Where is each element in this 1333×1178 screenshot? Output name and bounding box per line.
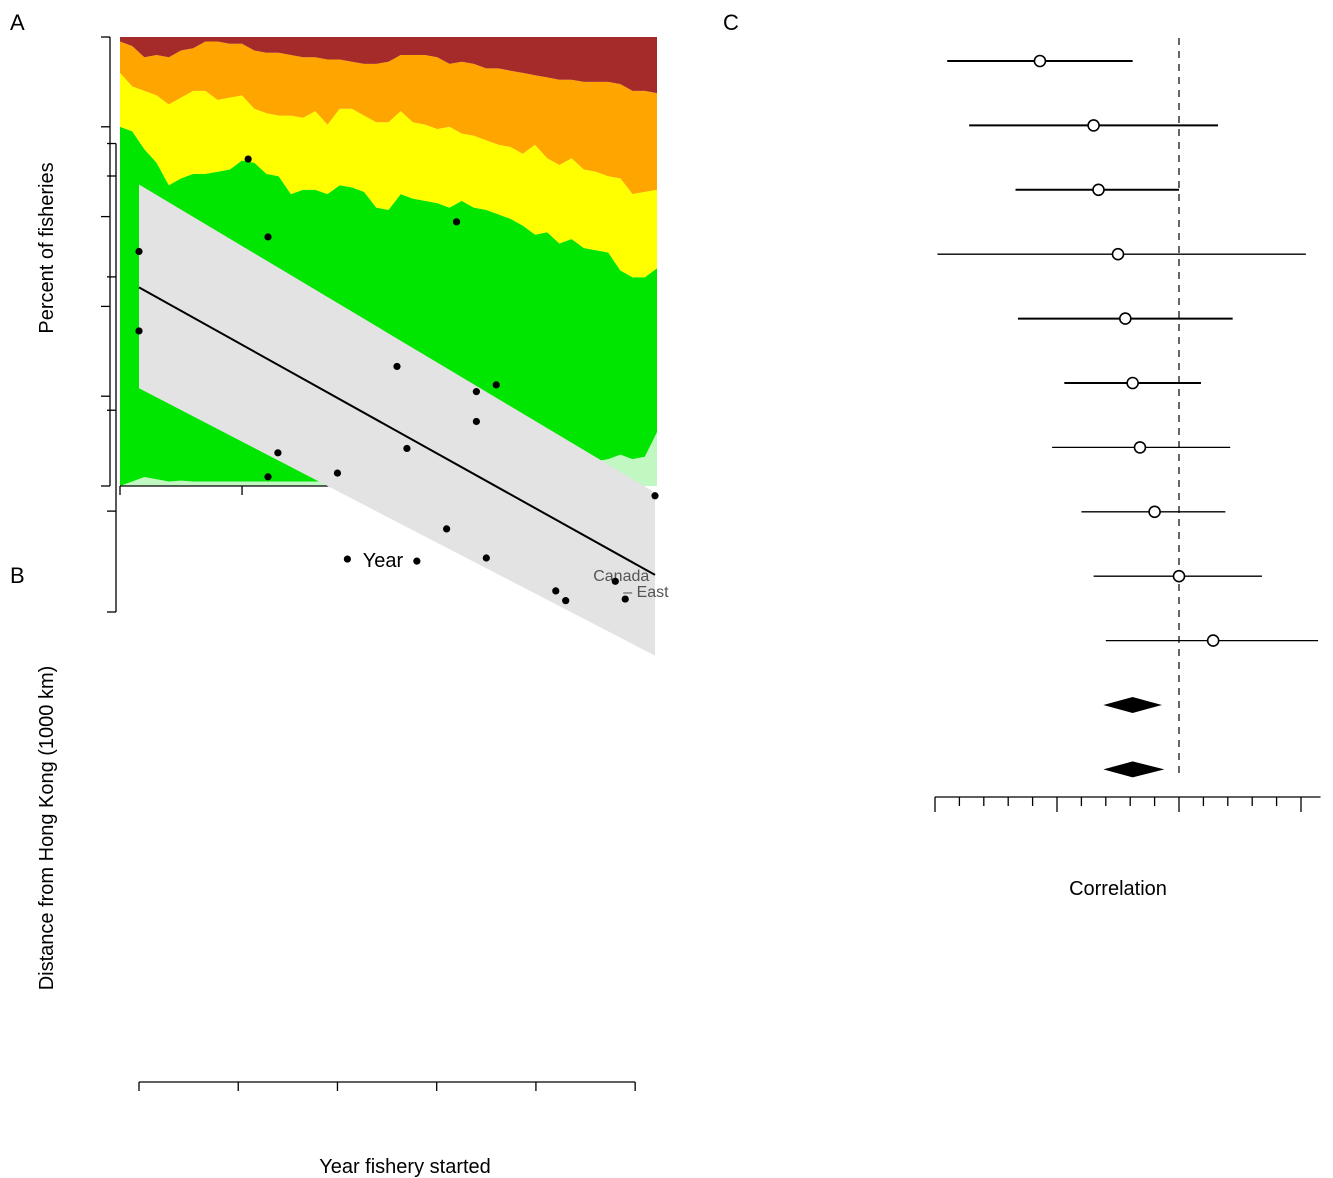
y-axis-title: Percent of fisheries <box>36 162 58 333</box>
data-point <box>264 473 272 481</box>
area-band-5 <box>120 37 657 94</box>
data-point <box>413 557 421 565</box>
area-band-3 <box>120 72 657 278</box>
data-point <box>443 525 451 533</box>
area-band-4 <box>120 41 657 195</box>
estimate-point <box>1092 183 1105 197</box>
estimate-point <box>1111 247 1125 261</box>
estimate-point <box>1119 312 1132 325</box>
panel-c-letter: C <box>723 10 739 35</box>
data-point <box>482 554 490 562</box>
estimate-point <box>1033 54 1047 68</box>
regression-line <box>138 286 656 576</box>
data-point <box>611 577 619 585</box>
point-label: Canada – East <box>593 568 669 601</box>
data-points: Canada – East <box>135 155 669 605</box>
panel-a: A Year Percent of fisheries <box>10 10 657 572</box>
y-axis <box>101 36 111 487</box>
x-axis <box>934 796 1321 812</box>
stacked-areas <box>120 37 657 487</box>
estimate-point <box>1148 505 1161 519</box>
data-point <box>333 469 342 477</box>
summary-diamond <box>1103 697 1162 713</box>
data-point <box>135 247 143 256</box>
confidence-band <box>139 184 655 656</box>
estimate-point <box>1133 441 1147 454</box>
x-axis-title: Year <box>363 550 404 572</box>
panel-b-letter: B <box>10 563 25 588</box>
estimate-point <box>1087 119 1100 132</box>
data-point <box>651 492 659 500</box>
data-point <box>452 218 461 226</box>
estimate-point <box>1126 376 1139 390</box>
data-point <box>492 381 500 389</box>
y-axis <box>107 142 117 613</box>
data-point <box>244 155 252 163</box>
data-point <box>562 597 570 605</box>
data-point <box>264 233 272 241</box>
data-point <box>621 595 629 603</box>
estimate-point <box>1206 634 1220 647</box>
data-point <box>393 362 401 371</box>
data-point <box>472 388 480 396</box>
x-axis-title: Year fishery started <box>319 1156 491 1178</box>
point-label-line-2: – East <box>623 584 669 601</box>
x-axis-title: Correlation <box>1069 878 1167 900</box>
data-point <box>274 449 282 457</box>
panel-a-letter: A <box>10 10 25 35</box>
point-label-line-1: Canada <box>593 568 649 585</box>
estimate-point <box>1172 569 1186 583</box>
data-point <box>135 327 143 335</box>
x-axis <box>138 1081 636 1091</box>
data-point <box>472 417 480 426</box>
data-point <box>403 444 411 453</box>
y-axis-title: Distance from Hong Kong (1000 km) <box>36 666 58 991</box>
forest-rows <box>937 54 1319 778</box>
panel-b: B Canada – East Year fishery started Dist… <box>10 142 669 1178</box>
summary-diamond <box>1103 761 1165 778</box>
data-point <box>552 587 560 595</box>
data-point <box>343 555 351 563</box>
panel-c: C Correlation <box>723 10 1321 900</box>
